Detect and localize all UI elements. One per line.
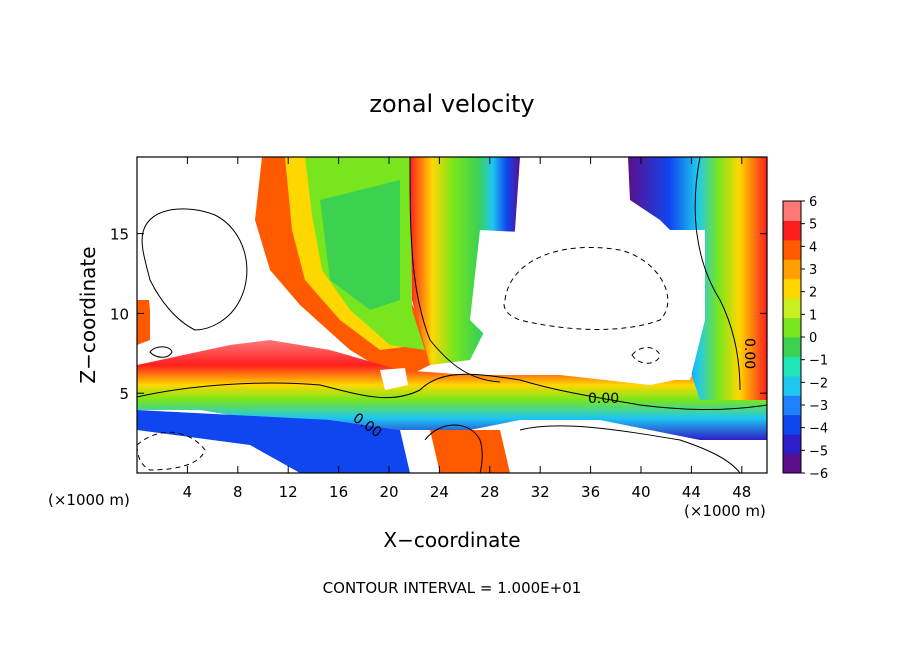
y-tick-label: 15 [110,226,129,244]
colorbar-swatch [783,356,801,377]
colorbar-tick-label: 5 [809,218,817,233]
colorbar-swatch [783,239,801,260]
x-tick-label: 36 [581,483,600,501]
x-tick-label: 44 [682,483,701,501]
colorbar-tick-label: −3 [809,399,828,414]
colorbar-tick-label: 1 [809,308,817,323]
x-tick-label: 4 [183,483,193,501]
colorbar-swatch [783,220,801,241]
colorbar-swatch [783,201,801,221]
x-tick-label: 24 [430,483,449,501]
y-tick-label: 5 [119,385,129,403]
velocity-field [137,157,767,473]
x-unit-left: (×1000 m) [48,491,130,509]
x-axis-label: X−coordinate [383,528,520,552]
colorbar-tick-label: 2 [809,286,817,301]
colorbar-swatch [783,298,801,319]
colorbar-swatch [783,317,801,338]
x-tick-label: 20 [379,483,398,501]
colorbar-tick-label: −4 [809,422,828,437]
x-tick-label: 8 [233,483,243,501]
colorbar-tick-label: −1 [809,354,828,369]
colorbar-swatch [783,278,801,299]
colorbar-tick-label: −6 [809,467,828,482]
colorbar-swatch [783,453,801,474]
x-tick-label: 32 [531,483,550,501]
x-tick-label: 48 [732,483,751,501]
x-unit-right: (×1000 m) [684,502,766,520]
colorbar: 6 5 4 3 2 1 0 −1 −2 −3 −4 −5 −6 [782,195,828,482]
x-tick-label: 12 [279,483,298,501]
colorbar-tick-label: −2 [809,376,828,391]
colorbar-swatch [783,395,801,416]
contour-interval-footer: CONTOUR INTERVAL = 1.000E+01 [323,579,582,597]
y-tick-label: 10 [110,305,129,323]
x-tick-label: 28 [480,483,499,501]
chart-title: zonal velocity [369,90,534,118]
colorbar-tick-label: 3 [809,263,817,278]
colorbar-swatch [783,434,801,455]
colorbar-swatch [783,414,801,435]
y-axis-label: Z−coordinate [76,246,100,383]
contour-label-3: 0.00 [741,338,757,369]
contour-label-2: 0.00 [588,391,619,407]
x-axis-ticks: 4 8 12 16 20 24 28 32 36 40 44 48 [183,157,751,501]
colorbar-swatch [783,259,801,280]
colorbar-tick-label: 6 [809,195,817,210]
colorbar-tick-label: 4 [809,240,817,255]
plot-frame [136,156,768,474]
y-axis-ticks: 5 10 15 [110,226,767,403]
colorbar-tick-label: −5 [809,444,828,459]
colorbar-swatch [783,337,801,357]
x-tick-label: 16 [329,483,348,501]
colorbar-swatch [783,375,801,396]
colorbar-tick-label: 0 [809,331,817,346]
contour-lines [137,157,767,473]
x-tick-label: 40 [631,483,650,501]
